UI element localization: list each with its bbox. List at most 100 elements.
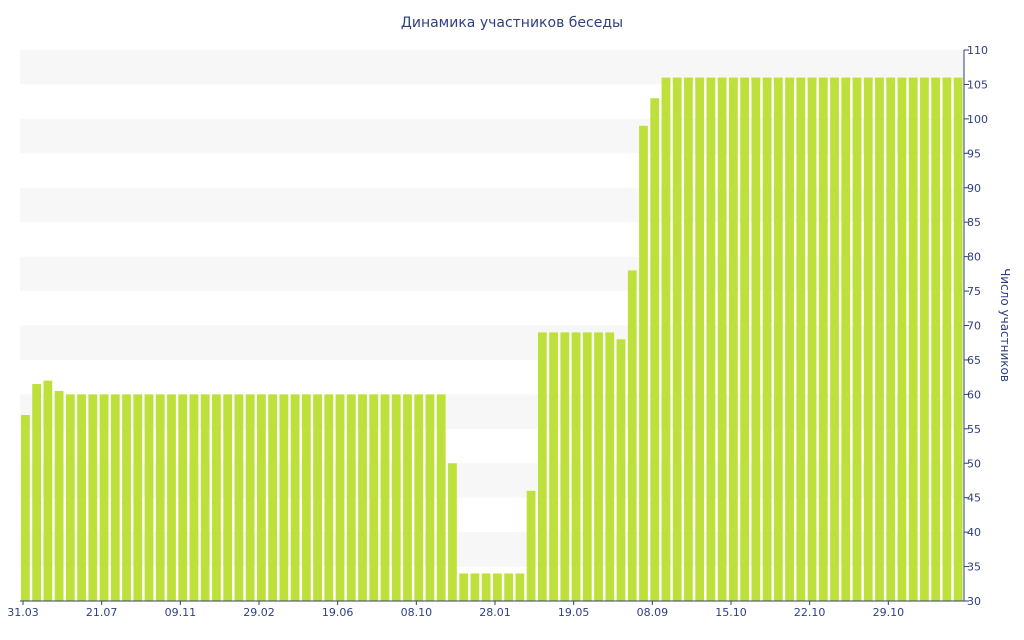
bar [77,394,86,601]
grid-bands [20,50,964,567]
bar [358,394,367,601]
y-tick-label: 85 [967,216,981,229]
bar [605,332,615,601]
bar [661,77,671,602]
bar [897,77,907,602]
bar [740,77,750,602]
y-tick-label: 55 [967,423,981,436]
bar [672,77,682,602]
x-axis: 31.03 21.07 09.11 29.02 19.06 08.10 28.01 19.05… [7,600,964,619]
bar [875,77,884,602]
bar [470,573,480,601]
grid-band [20,532,964,567]
y-tick-label: 110 [967,44,988,57]
x-tick-label: 08.10 [401,606,433,619]
bar [88,394,98,601]
bar [245,394,255,601]
bar [54,390,64,601]
bar [785,77,794,602]
bar [380,394,390,601]
bar [268,394,278,601]
bar [841,77,851,602]
bar [167,394,176,601]
y-tick-label: 90 [967,182,981,195]
bar [650,98,660,602]
grid-band [20,256,964,292]
bar [481,573,491,601]
bar [414,394,424,601]
y-tick-label: 75 [967,285,981,298]
bar [155,394,165,601]
grid-band [20,394,964,429]
bar [493,573,502,601]
bar [43,380,53,601]
bar [144,394,154,601]
bar [639,125,648,601]
bar [212,394,221,601]
y-axis-label: Число участников [998,268,1012,382]
bar [459,573,469,601]
y-tick-label: 60 [967,388,981,401]
x-tick-label: 19.06 [322,606,354,619]
bar [863,77,873,602]
grid-band [20,118,964,154]
bar [773,77,783,602]
bar [582,332,592,601]
bar [122,394,131,601]
bar [257,394,266,601]
x-tick-label: 19.05 [558,606,590,619]
y-tick-label: 35 [967,561,981,574]
bar [594,332,603,601]
x-tick-label: 31.03 [7,606,39,619]
bar [729,77,738,602]
bar [346,394,356,601]
chart-title: Динамика участников беседы [401,15,623,31]
y-tick-label: 45 [967,492,981,505]
x-tick-label: 21.07 [86,606,118,619]
bar [953,77,963,602]
bar [616,339,626,601]
bar [335,394,345,601]
bar [189,394,199,601]
bar [920,77,929,602]
bar [560,332,570,601]
y-tick-label: 95 [967,147,981,160]
bar [807,77,817,602]
grid-band [20,463,964,498]
x-tick-label: 08.09 [637,606,669,619]
bar [695,77,705,602]
y-tick-label: 30 [967,595,981,608]
y-tick-label: 65 [967,354,981,367]
bar [178,394,188,601]
bar [504,573,514,601]
bar [549,332,558,601]
y-axis: 30 35 40 45 50 55 60 65 70 75 80 85 90 95 100 105 110 [963,44,988,608]
x-tick-label: 28.01 [479,606,511,619]
bar [942,77,952,602]
bar [762,77,772,602]
bar [571,332,581,601]
bars [21,77,963,602]
bar [526,490,536,601]
bar [886,77,896,602]
bar [32,384,42,601]
x-tick-label: 29.10 [873,606,905,619]
bar [301,394,311,601]
y-tick-label: 100 [967,113,988,126]
grid-band [20,187,964,223]
bar [706,77,716,602]
bar [391,394,401,601]
bar [290,394,300,601]
bar [627,270,637,601]
grid-band [20,50,964,85]
bar [448,463,457,601]
x-tick-label: 09.11 [165,606,197,619]
y-tick-label: 105 [967,78,988,91]
bar [830,77,839,602]
x-tick-label: 29.02 [243,606,275,619]
bar [436,394,446,601]
bar [684,77,693,602]
bar [818,77,828,602]
bar [21,415,30,601]
